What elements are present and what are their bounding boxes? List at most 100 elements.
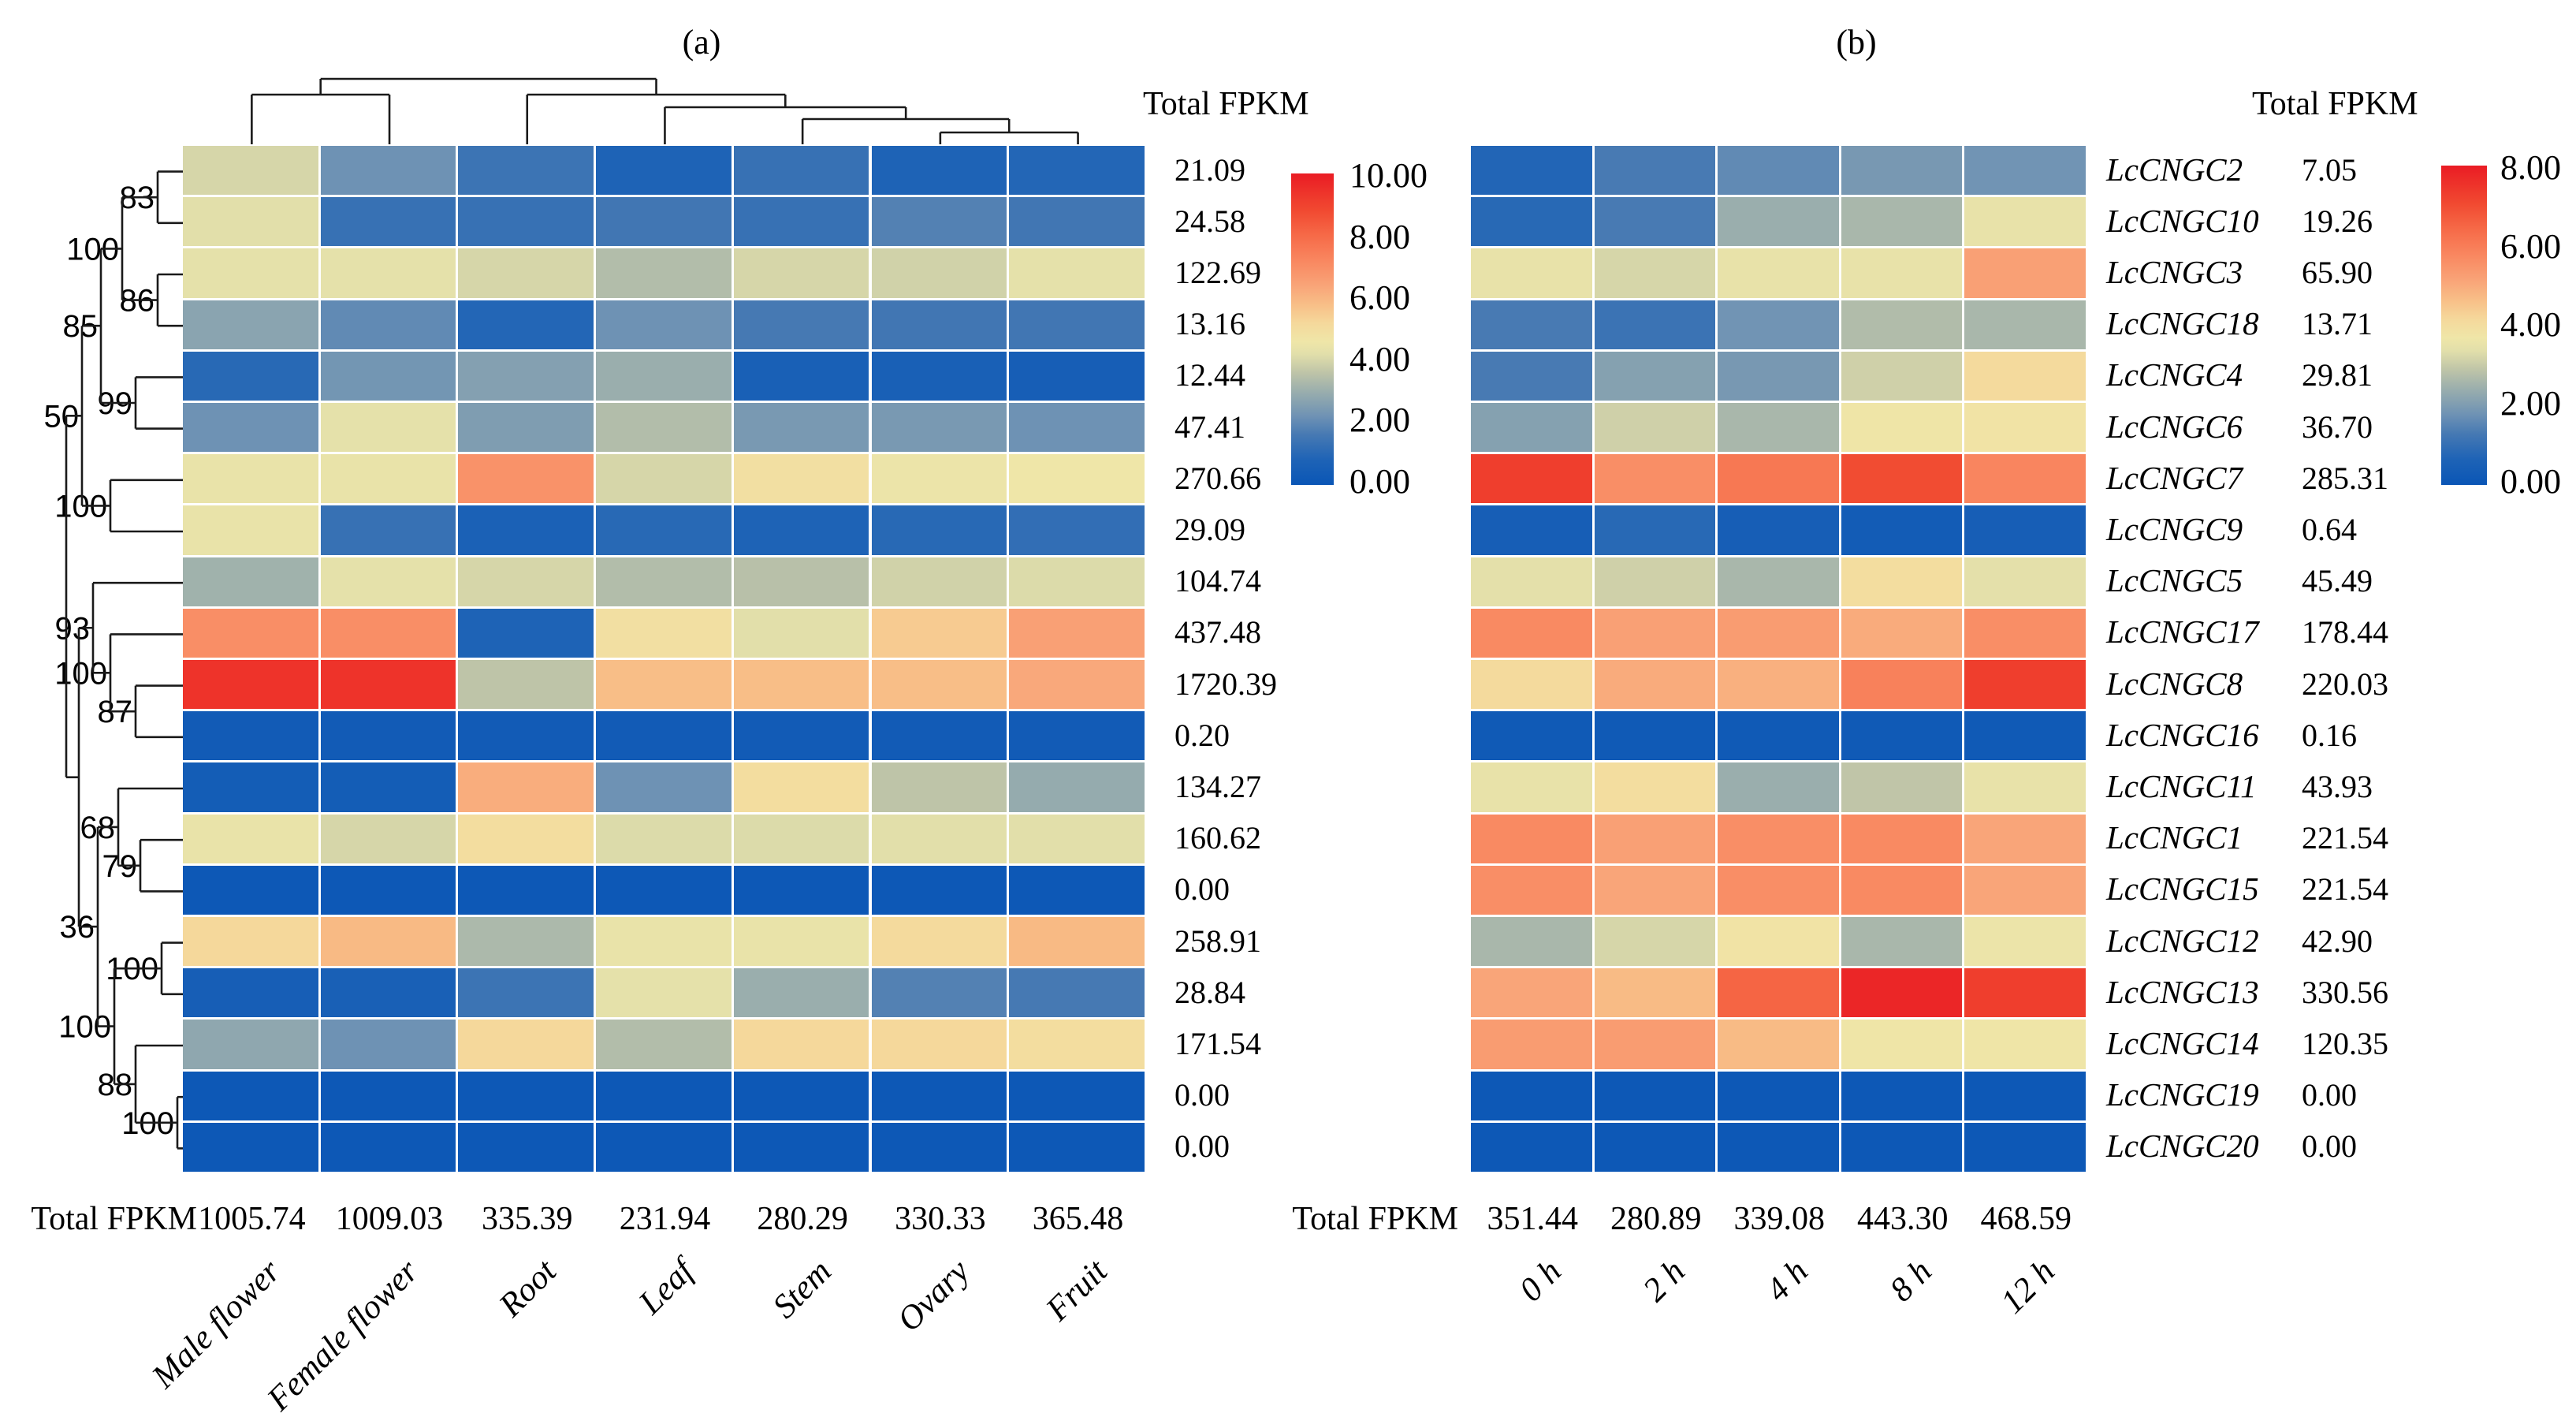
- heatmap-cell: [1718, 351, 1839, 401]
- row-total-fpkm-value: 171.54: [1174, 1026, 1261, 1061]
- heatmap-cell: [733, 660, 869, 710]
- heatmap-cell: [1009, 300, 1145, 349]
- heatmap-cell: [1594, 351, 1715, 401]
- heatmap-cell: [1471, 454, 1592, 504]
- heatmap-cell: [733, 300, 869, 349]
- heatmap-cell: [1964, 557, 2086, 606]
- heatmap-cell: [1594, 917, 1715, 967]
- heatmap-cell: [1594, 403, 1715, 453]
- gene-label: LcCNGC19: [2106, 1076, 2259, 1113]
- heatmap-cell: [458, 454, 594, 504]
- heatmap-cell: [871, 711, 1007, 761]
- heatmap-cell: [1718, 968, 1839, 1018]
- heatmap-cell: [1718, 557, 1839, 606]
- heatmap-cell: [1009, 917, 1145, 967]
- column-total-fpkm-value: 443.30: [1857, 1201, 1949, 1237]
- heatmap-cell: [1841, 865, 1962, 915]
- heatmap-cell: [1718, 300, 1839, 349]
- heatmap-cell: [1718, 1020, 1839, 1069]
- heatmap-cell: [596, 711, 731, 761]
- heatmap-cell: [1718, 403, 1839, 453]
- heatmap-cell: [458, 917, 594, 967]
- heatmap-cell: [1594, 248, 1715, 298]
- heatmap-cell: [1009, 711, 1145, 761]
- heatmap-cell: [1594, 505, 1715, 555]
- heatmap-cell: [596, 403, 731, 453]
- row-total-fpkm-value: 0.00: [1174, 871, 1230, 908]
- gene-label: LcCNGC3: [2106, 254, 2243, 290]
- column-total-fpkm-value: 335.39: [482, 1201, 573, 1237]
- heatmap-cell: [1718, 660, 1839, 710]
- heatmap-cell: [458, 557, 594, 606]
- heatmap-cell: [1964, 248, 2086, 298]
- heatmap-cell: [320, 711, 456, 761]
- heatmap-cell: [458, 351, 594, 401]
- heatmap-cell: [1471, 351, 1592, 401]
- panel-b-total-fpkm-header: Total FPKM: [2252, 86, 2418, 122]
- row-total-fpkm-value: 28.84: [1174, 974, 1245, 1010]
- column-total-fpkm-value: 351.44: [1487, 1201, 1579, 1237]
- heatmap-cell: [1009, 660, 1145, 710]
- row-total-fpkm-value: 134.27: [1174, 769, 1261, 804]
- heatmap-cell: [183, 1071, 318, 1120]
- column-total-fpkm-value: 231.94: [619, 1201, 711, 1237]
- heatmap-cell: [1594, 814, 1715, 863]
- heatmap-cell: [596, 146, 731, 196]
- colorbar-tick-label: 0.00: [1349, 462, 1410, 501]
- heatmap-cell: [1009, 608, 1145, 658]
- column-total-fpkm-value: 339.08: [1733, 1201, 1826, 1237]
- row-total-fpkm-value: 330.56: [2302, 974, 2388, 1010]
- heatmap-cell: [871, 1122, 1007, 1172]
- heatmap-cell: [1964, 711, 2086, 761]
- heatmap-cell: [1471, 1020, 1592, 1069]
- heatmap-cell: [1009, 197, 1145, 247]
- panel-a-bottom-total-fpkm-label: Total FPKM: [31, 1201, 197, 1237]
- row-total-fpkm-value: 122.69: [1174, 255, 1261, 290]
- heatmap-cell: [871, 660, 1007, 710]
- heatmap-cell: [320, 660, 456, 710]
- heatmap-cell: [871, 814, 1007, 863]
- heatmap-cell: [1594, 1020, 1715, 1069]
- heatmap-cell: [1841, 1020, 1962, 1069]
- row-total-fpkm-value: 120.35: [2302, 1026, 2388, 1061]
- heatmap-cell: [1471, 557, 1592, 606]
- heatmap-cell: [1471, 660, 1592, 710]
- heatmap-cell: [733, 711, 869, 761]
- heatmap-cell: [1471, 814, 1592, 863]
- heatmap-cell: [1841, 1071, 1962, 1120]
- colorbar-tick-label: 8.00: [1349, 217, 1410, 256]
- row-total-fpkm-value: 0.00: [2302, 1128, 2357, 1165]
- heatmap-cell: [1471, 865, 1592, 915]
- row-total-fpkm-value: 437.48: [1174, 614, 1261, 651]
- heatmap-cell: [1594, 1122, 1715, 1172]
- gene-label: LcCNGC18: [2106, 305, 2259, 342]
- row-total-fpkm-value: 178.44: [2302, 614, 2388, 651]
- heatmap-cell: [733, 917, 869, 967]
- heatmap-cell: [1841, 454, 1962, 504]
- heatmap-cell: [183, 968, 318, 1018]
- gene-label: LcCNGC5: [2106, 562, 2243, 599]
- heatmap-cell: [596, 660, 731, 710]
- row-total-fpkm-value: 258.91: [1174, 923, 1261, 959]
- heatmap-cell: [871, 762, 1007, 812]
- heatmap-cell: [733, 248, 869, 298]
- heatmap-cell: [320, 1020, 456, 1069]
- row-total-fpkm-value: 104.74: [1174, 563, 1261, 599]
- heatmap-cell: [733, 403, 869, 453]
- row-total-fpkm-value: 29.09: [1174, 512, 1245, 547]
- heatmap-cell: [320, 146, 456, 196]
- heatmap-cell: [458, 711, 594, 761]
- row-total-fpkm-value: 0.16: [2302, 717, 2357, 753]
- heatmap-cell: [183, 814, 318, 863]
- heatmap-cell: [1841, 917, 1962, 967]
- heatmap-cell: [1841, 660, 1962, 710]
- heatmap-cell: [1471, 762, 1592, 812]
- heatmap-cell: [320, 351, 456, 401]
- heatmap-cell: [871, 197, 1007, 247]
- heatmap-cell: [1841, 1122, 1962, 1172]
- heatmap-cell: [1718, 762, 1839, 812]
- heatmap-cell: [1594, 968, 1715, 1018]
- row-total-fpkm-value: 36.70: [2302, 408, 2373, 445]
- panel-a-title: (a): [682, 23, 721, 62]
- heatmap-cell: [733, 197, 869, 247]
